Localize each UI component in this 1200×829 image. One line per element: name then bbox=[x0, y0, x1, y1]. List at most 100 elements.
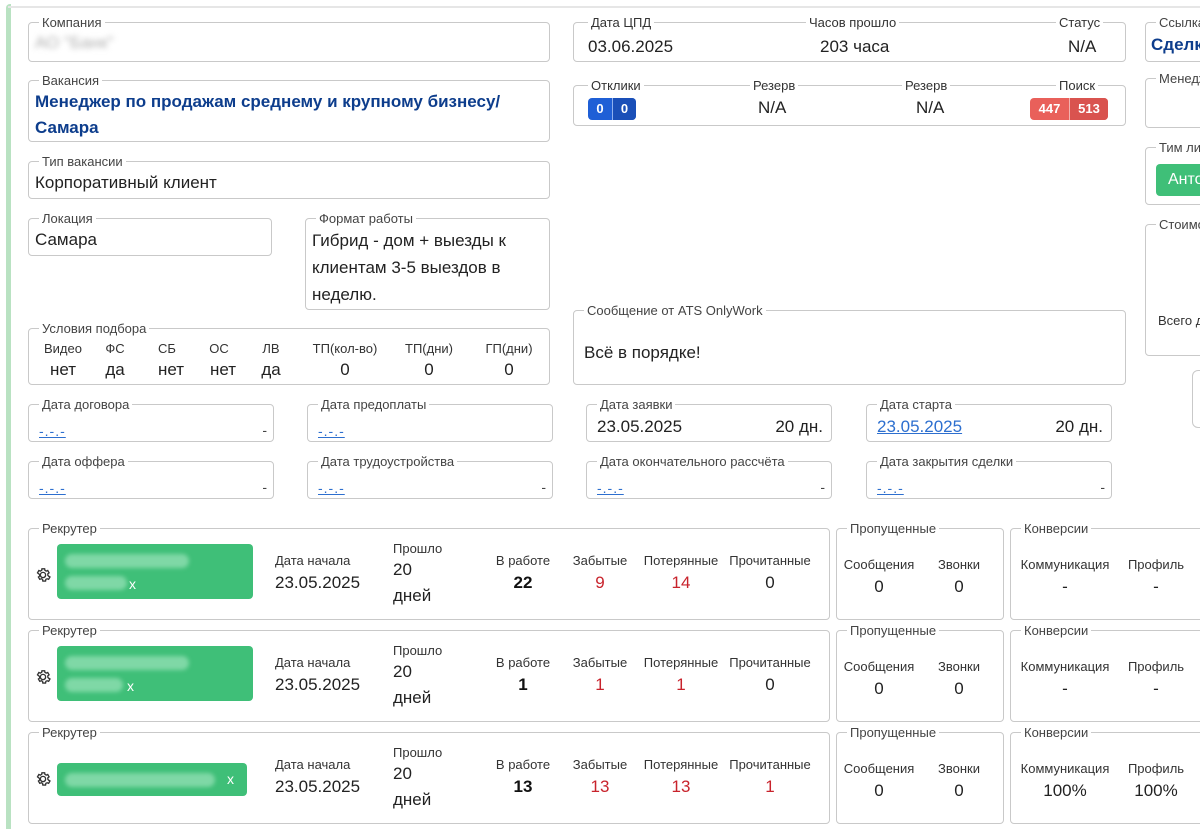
request-date-field[interactable]: Дата заявки 23.05.2025 20 дн. bbox=[586, 397, 832, 442]
final-payment-date-dash: - bbox=[820, 479, 825, 495]
responses-count-b: 0 bbox=[612, 98, 636, 120]
location-field[interactable]: Локация Самара bbox=[28, 211, 272, 256]
cost-panel: Стоимо Всего д bbox=[1145, 217, 1200, 356]
remove-recruiter-icon[interactable]: x bbox=[127, 678, 134, 694]
prepay-date-label: Дата предоплаты bbox=[318, 397, 430, 412]
read-value[interactable]: 1 bbox=[765, 777, 775, 796]
in-work-value[interactable]: 1 bbox=[518, 675, 528, 694]
recruiter-card[interactable]: x bbox=[57, 763, 247, 796]
in-work-label: В работе bbox=[495, 655, 551, 670]
gear-icon[interactable] bbox=[34, 770, 52, 788]
lost-value[interactable]: 13 bbox=[671, 777, 691, 796]
forgotten-value[interactable]: 9 bbox=[595, 573, 605, 592]
remove-recruiter-icon[interactable]: x bbox=[227, 771, 234, 787]
offer-date-field[interactable]: Дата оффера -.-.- - bbox=[28, 454, 274, 499]
read-value[interactable]: 0 bbox=[765, 675, 775, 694]
passed-label: Прошло bbox=[393, 541, 443, 556]
calls-value: 0 bbox=[954, 781, 964, 800]
link-label: Ссылка bbox=[1156, 15, 1200, 30]
recruiter-label: Рекрутер bbox=[39, 521, 100, 536]
search-count-a: 447 bbox=[1038, 101, 1061, 116]
conversions-panel: Конверсии Коммуникация - Профиль - bbox=[1010, 521, 1200, 620]
start-date-value[interactable]: 23.05.2025 bbox=[877, 417, 963, 436]
gear-icon[interactable] bbox=[34, 668, 52, 686]
team-lead-field: Тим ли Анто bbox=[1145, 140, 1200, 205]
passed-number: 20 bbox=[393, 560, 412, 579]
side-button[interactable] bbox=[1192, 370, 1200, 428]
condition-value: 0 bbox=[424, 360, 434, 379]
forgotten-value[interactable]: 13 bbox=[590, 777, 610, 796]
start-date-value: 23.05.2025 bbox=[275, 573, 361, 592]
calls-label: Звонки bbox=[938, 761, 980, 776]
condition-value: да bbox=[105, 360, 125, 379]
offer-date-value[interactable]: -.-.- bbox=[39, 480, 66, 496]
final-payment-date-field[interactable]: Дата окончательного рассчёта -.-.- - bbox=[586, 454, 832, 499]
work-format-field[interactable]: Формат работы Гибрид - дом + выезды к кл… bbox=[305, 211, 550, 310]
employment-date-label: Дата трудоустройства bbox=[318, 454, 458, 469]
profile-label: Профиль bbox=[1127, 659, 1185, 674]
contract-date-value[interactable]: -.-.- bbox=[39, 423, 66, 439]
hours-passed-value: 203 часа bbox=[820, 37, 890, 56]
link-field[interactable]: Ссылка Сделк bbox=[1145, 15, 1200, 62]
link-value[interactable]: Сделк bbox=[1151, 35, 1200, 54]
cpd-date-label: Дата ЦПД bbox=[588, 15, 655, 30]
profile-value: - bbox=[1153, 577, 1159, 596]
conversions-label: Конверсии bbox=[1021, 521, 1092, 536]
gear-icon[interactable] bbox=[34, 566, 52, 584]
manager-field[interactable]: Менедж bbox=[1145, 71, 1200, 128]
communication-value: - bbox=[1062, 577, 1068, 596]
team-lead-button[interactable]: Анто bbox=[1156, 164, 1200, 196]
forgotten-label: Забытые bbox=[572, 553, 628, 568]
vacancy-field[interactable]: Вакансия Менеджер по продажам среднему и… bbox=[28, 73, 550, 142]
employment-date-field[interactable]: Дата трудоустройства -.-.- - bbox=[307, 454, 553, 499]
read-value[interactable]: 0 bbox=[765, 573, 775, 592]
remove-recruiter-icon[interactable]: x bbox=[129, 576, 136, 592]
vacancy-type-field[interactable]: Тип вакансии Корпоративный клиент bbox=[28, 154, 550, 199]
company-value: АО "Банк" bbox=[35, 33, 114, 52]
employment-date-value[interactable]: -.-.- bbox=[318, 480, 345, 496]
start-date-field[interactable]: Дата старта 23.05.2025 20 дн. bbox=[866, 397, 1112, 442]
work-format-line3: неделю. bbox=[312, 285, 377, 304]
recruiter-card[interactable]: x bbox=[57, 646, 253, 701]
passed-unit: дней bbox=[393, 586, 432, 605]
recruiter-label: Рекрутер bbox=[39, 725, 100, 740]
in-work-value[interactable]: 13 bbox=[513, 777, 533, 796]
in-work-value[interactable]: 22 bbox=[513, 573, 533, 592]
responses-badge[interactable]: 0 0 bbox=[588, 98, 636, 120]
work-format-line2: клиентам 3-5 выездов в bbox=[312, 258, 501, 277]
reserve-value-2: N/A bbox=[916, 98, 945, 117]
location-label: Локация bbox=[39, 211, 96, 226]
deal-close-date-value[interactable]: -.-.- bbox=[877, 480, 904, 496]
profile-value: 100% bbox=[1134, 781, 1178, 800]
lost-value[interactable]: 14 bbox=[671, 573, 691, 592]
ats-message-panel: Сообщение от ATS OnlyWork Всё в порядке! bbox=[573, 303, 1126, 385]
request-date-label: Дата заявки bbox=[597, 397, 676, 412]
company-field[interactable]: Компания АО "Банк" bbox=[28, 15, 550, 62]
responses-panel: Отклики 0 0 Резерв N/A Резерв N/A Поиск … bbox=[573, 78, 1126, 126]
cpd-date-value: 03.06.2025 bbox=[588, 37, 674, 56]
calls-label: Звонки bbox=[938, 557, 980, 572]
conditions-panel: Условия подбора Видео нет ФС да СБ нет О… bbox=[28, 321, 550, 385]
prepay-date-field[interactable]: Дата предоплаты -.-.- bbox=[307, 397, 553, 442]
conversions-panel: Конверсии Коммуникация 100% Профиль 100% bbox=[1010, 725, 1200, 824]
missed-panel: Пропущенные Сообщения 0 Звонки 0 bbox=[836, 725, 1004, 824]
cpd-panel: Дата ЦПД 03.06.2025 Часов прошло 203 час… bbox=[573, 15, 1126, 62]
forgotten-value[interactable]: 1 bbox=[595, 675, 605, 694]
deal-close-date-field[interactable]: Дата закрытия сделки -.-.- - bbox=[866, 454, 1112, 499]
condition-label: ЛВ bbox=[262, 341, 280, 356]
prepay-date-value[interactable]: -.-.- bbox=[318, 423, 345, 439]
card-top-border bbox=[8, 6, 1200, 8]
condition-label: ГП(дни) bbox=[485, 341, 533, 356]
forgotten-label: Забытые bbox=[572, 757, 628, 772]
final-payment-date-value[interactable]: -.-.- bbox=[597, 480, 624, 496]
recruiter-card[interactable]: x bbox=[57, 544, 253, 599]
lost-value[interactable]: 1 bbox=[676, 675, 686, 694]
passed-unit: дней bbox=[393, 688, 432, 707]
reserve-label: Резерв bbox=[750, 78, 799, 93]
search-badge[interactable]: 447 513 bbox=[1030, 98, 1108, 120]
total-label: Всего д bbox=[1158, 313, 1200, 328]
recruiter-name-blurred bbox=[65, 773, 215, 787]
messages-value: 0 bbox=[874, 577, 884, 596]
contract-date-field[interactable]: Дата договора -.-.- - bbox=[28, 397, 274, 442]
read-label: Прочитанные bbox=[729, 757, 811, 772]
